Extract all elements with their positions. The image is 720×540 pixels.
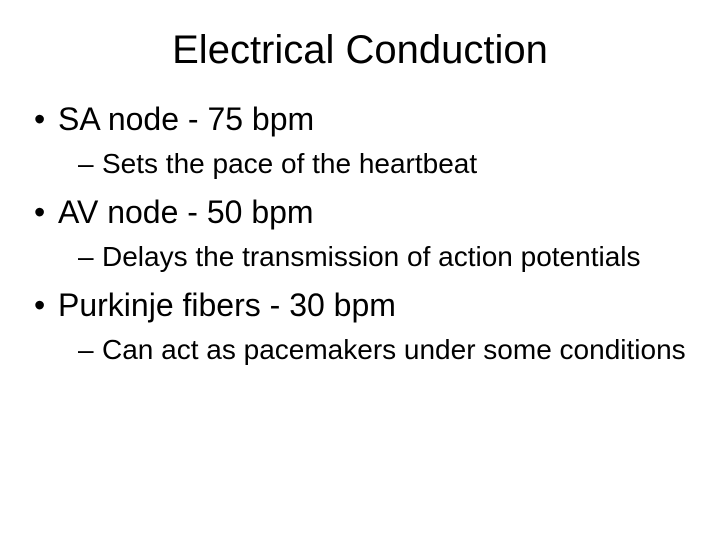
bullet-level-1: SA node - 75 bpm <box>30 101 690 138</box>
slide-title: Electrical Conduction <box>30 28 690 73</box>
bullet-level-2: Can act as pacemakers under some conditi… <box>30 334 690 366</box>
bullet-level-2: Delays the transmission of action potent… <box>30 241 690 273</box>
bullet-list: SA node - 75 bpm Sets the pace of the he… <box>30 101 690 366</box>
bullet-level-1: Purkinje fibers - 30 bpm <box>30 287 690 324</box>
bullet-level-2: Sets the pace of the heartbeat <box>30 148 690 180</box>
bullet-level-1: AV node - 50 bpm <box>30 194 690 231</box>
